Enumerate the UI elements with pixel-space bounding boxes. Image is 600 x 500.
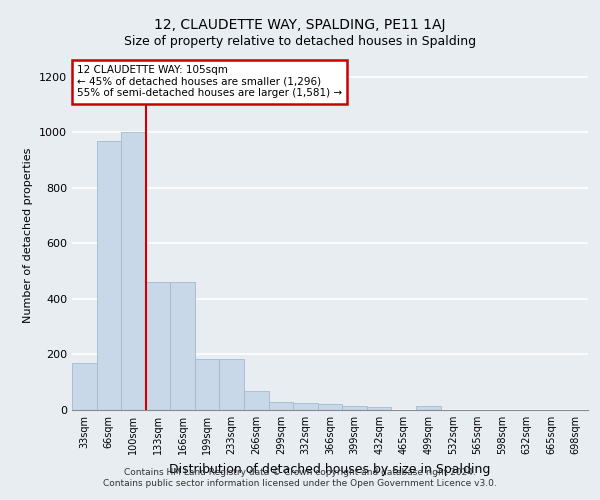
Text: 12, CLAUDETTE WAY, SPALDING, PE11 1AJ: 12, CLAUDETTE WAY, SPALDING, PE11 1AJ: [154, 18, 446, 32]
Text: 12 CLAUDETTE WAY: 105sqm
← 45% of detached houses are smaller (1,296)
55% of sem: 12 CLAUDETTE WAY: 105sqm ← 45% of detach…: [77, 66, 342, 98]
Bar: [416, 406, 440, 410]
Bar: [342, 406, 367, 410]
Bar: [97, 140, 121, 410]
Bar: [195, 358, 220, 410]
Text: Contains HM Land Registry data © Crown copyright and database right 2024.
Contai: Contains HM Land Registry data © Crown c…: [103, 468, 497, 487]
Bar: [244, 390, 269, 410]
Bar: [72, 363, 97, 410]
X-axis label: Distribution of detached houses by size in Spalding: Distribution of detached houses by size …: [169, 462, 491, 475]
Bar: [293, 403, 318, 410]
Y-axis label: Number of detached properties: Number of detached properties: [23, 148, 34, 322]
Bar: [220, 358, 244, 410]
Bar: [318, 404, 342, 410]
Bar: [146, 282, 170, 410]
Bar: [170, 282, 195, 410]
Bar: [367, 407, 391, 410]
Bar: [121, 132, 146, 410]
Text: Size of property relative to detached houses in Spalding: Size of property relative to detached ho…: [124, 35, 476, 48]
Bar: [269, 402, 293, 410]
